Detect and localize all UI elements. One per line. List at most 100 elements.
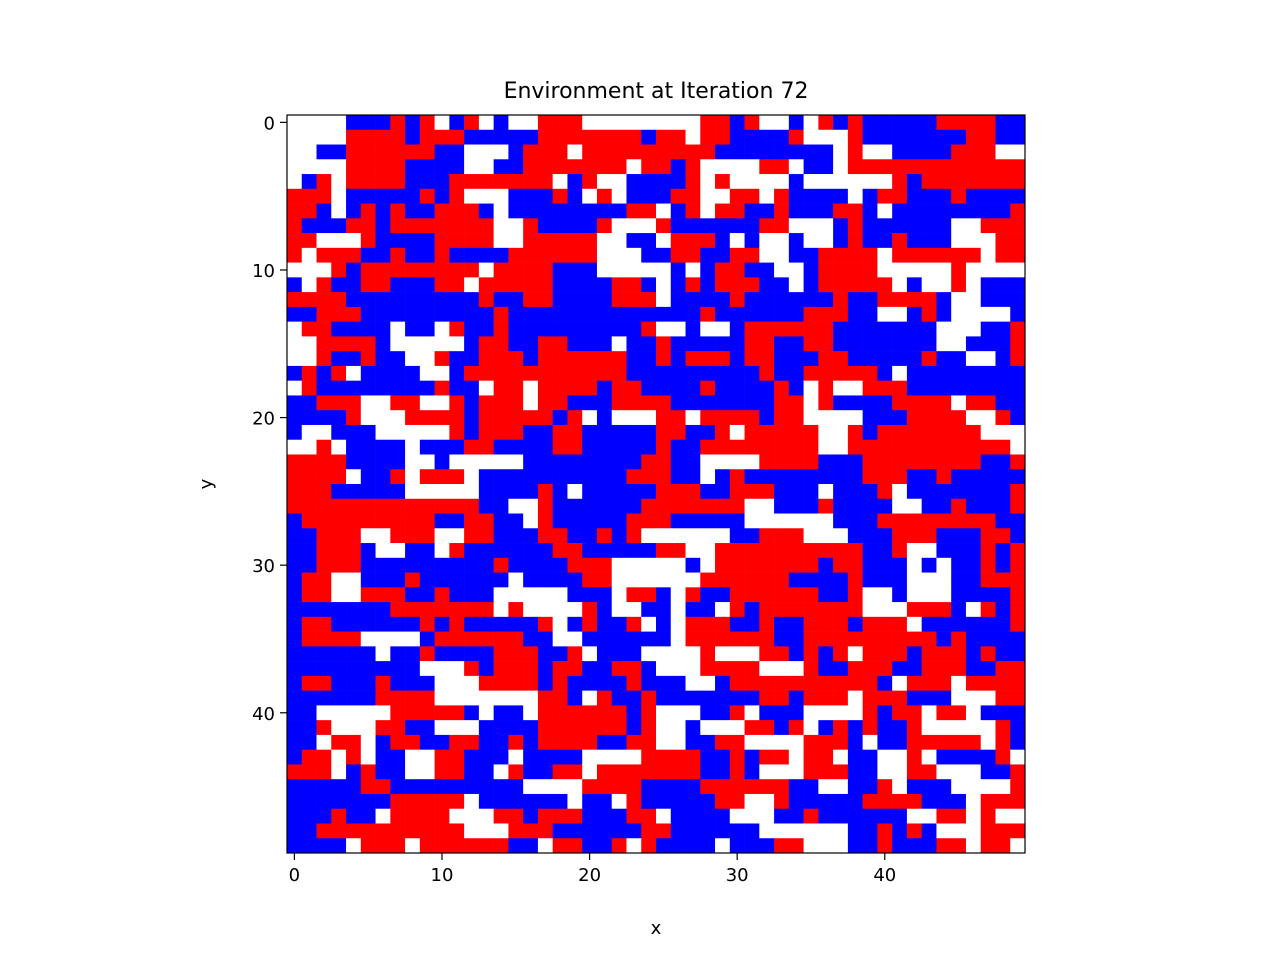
heatmap-cell [921, 129, 937, 145]
heatmap-cell [611, 277, 627, 293]
heatmap-cell [685, 808, 701, 824]
heatmap-cell [405, 454, 421, 470]
heatmap-cell [774, 233, 790, 249]
heatmap-cell [419, 365, 435, 381]
heatmap-cell [656, 543, 672, 559]
heatmap-cell [936, 424, 952, 441]
heatmap-cell [449, 838, 465, 854]
heatmap-cell [641, 661, 657, 677]
heatmap-cell [375, 115, 391, 131]
heatmap-cell [685, 454, 701, 470]
heatmap-cell [818, 720, 834, 736]
heatmap-cell [951, 557, 967, 573]
heatmap-cell [995, 587, 1011, 603]
heatmap-cell [685, 306, 701, 322]
heatmap-cell [670, 203, 686, 219]
heatmap-cell [980, 395, 996, 411]
heatmap-cell [670, 129, 686, 145]
heatmap-cell [803, 247, 819, 263]
heatmap-cell [759, 129, 775, 145]
heatmap-cell [847, 144, 863, 160]
heatmap-cell [611, 218, 627, 234]
heatmap-cell [877, 631, 893, 647]
heatmap-cell [596, 646, 613, 662]
heatmap-cell [464, 705, 480, 721]
heatmap-cell [862, 306, 878, 322]
heatmap-cell [847, 395, 863, 411]
heatmap-cell [552, 616, 568, 632]
heatmap-cell [951, 498, 967, 514]
heatmap-cell [833, 247, 849, 263]
heatmap-cell [508, 159, 524, 175]
heatmap-cell [685, 159, 701, 175]
heatmap-cell [537, 572, 553, 588]
heatmap-cell [965, 469, 982, 485]
heatmap-cell [552, 661, 568, 677]
heatmap-cell [582, 557, 598, 573]
heatmap-cell [626, 439, 642, 455]
heatmap-cell [774, 587, 790, 603]
heatmap-cell [596, 262, 613, 278]
heatmap-cell [464, 306, 480, 322]
heatmap-cell [877, 675, 893, 691]
heatmap-cell [715, 838, 731, 854]
heatmap-cell [316, 469, 332, 485]
heatmap-cell [478, 690, 494, 706]
heatmap-cell [980, 587, 996, 603]
heatmap-cell [729, 469, 745, 485]
heatmap-cell [847, 306, 863, 322]
heatmap-cell [508, 247, 524, 263]
heatmap-cell [641, 174, 657, 190]
heatmap-cell [818, 380, 834, 396]
heatmap-cell [375, 365, 391, 381]
heatmap-cell [906, 838, 922, 854]
heatmap-cell [567, 616, 583, 632]
heatmap-cell [641, 690, 657, 706]
heatmap-cell [877, 602, 893, 618]
heatmap-cell [744, 705, 760, 721]
heatmap-cell [700, 602, 716, 618]
heatmap-cell [685, 543, 701, 559]
heatmap-cell [464, 557, 480, 573]
heatmap-cell [331, 705, 347, 721]
heatmap-cell [582, 439, 598, 455]
heatmap-cell [980, 262, 996, 278]
heatmap-cell [670, 395, 686, 411]
heatmap-cell [316, 587, 332, 603]
heatmap-cell [405, 469, 421, 485]
heatmap-cell [611, 764, 627, 780]
heatmap-cell [287, 365, 303, 381]
heatmap-cell [995, 661, 1011, 677]
heatmap-cell [862, 277, 878, 293]
heatmap-cell [523, 203, 539, 219]
heatmap-cell [833, 159, 849, 175]
heatmap-cell [405, 174, 421, 190]
heatmap-cell [685, 823, 701, 839]
heatmap-cell [346, 823, 362, 839]
heatmap-cell [951, 808, 967, 824]
heatmap-cell [478, 631, 494, 647]
heatmap-cell [375, 513, 391, 529]
heatmap-cell [847, 203, 863, 219]
heatmap-cell [685, 365, 701, 381]
heatmap-cell [360, 764, 376, 780]
heatmap-cell [700, 321, 716, 337]
heatmap-cell [803, 321, 819, 337]
heatmap-cell [729, 513, 745, 529]
heatmap-cell [405, 838, 421, 854]
heatmap-cell [493, 808, 509, 824]
heatmap-cell [360, 115, 376, 131]
heatmap-cell [729, 395, 745, 411]
heatmap-cell [921, 277, 937, 293]
heatmap-cell [508, 779, 524, 795]
heatmap-cell [833, 675, 849, 691]
heatmap-cell [493, 424, 509, 441]
heatmap-cell [995, 557, 1011, 573]
heatmap-cell [301, 410, 317, 426]
heatmap-cell [375, 484, 391, 500]
heatmap-cell [803, 690, 819, 706]
heatmap-cell [833, 144, 849, 160]
heatmap-cell [921, 410, 937, 426]
heatmap-cell [788, 646, 804, 662]
